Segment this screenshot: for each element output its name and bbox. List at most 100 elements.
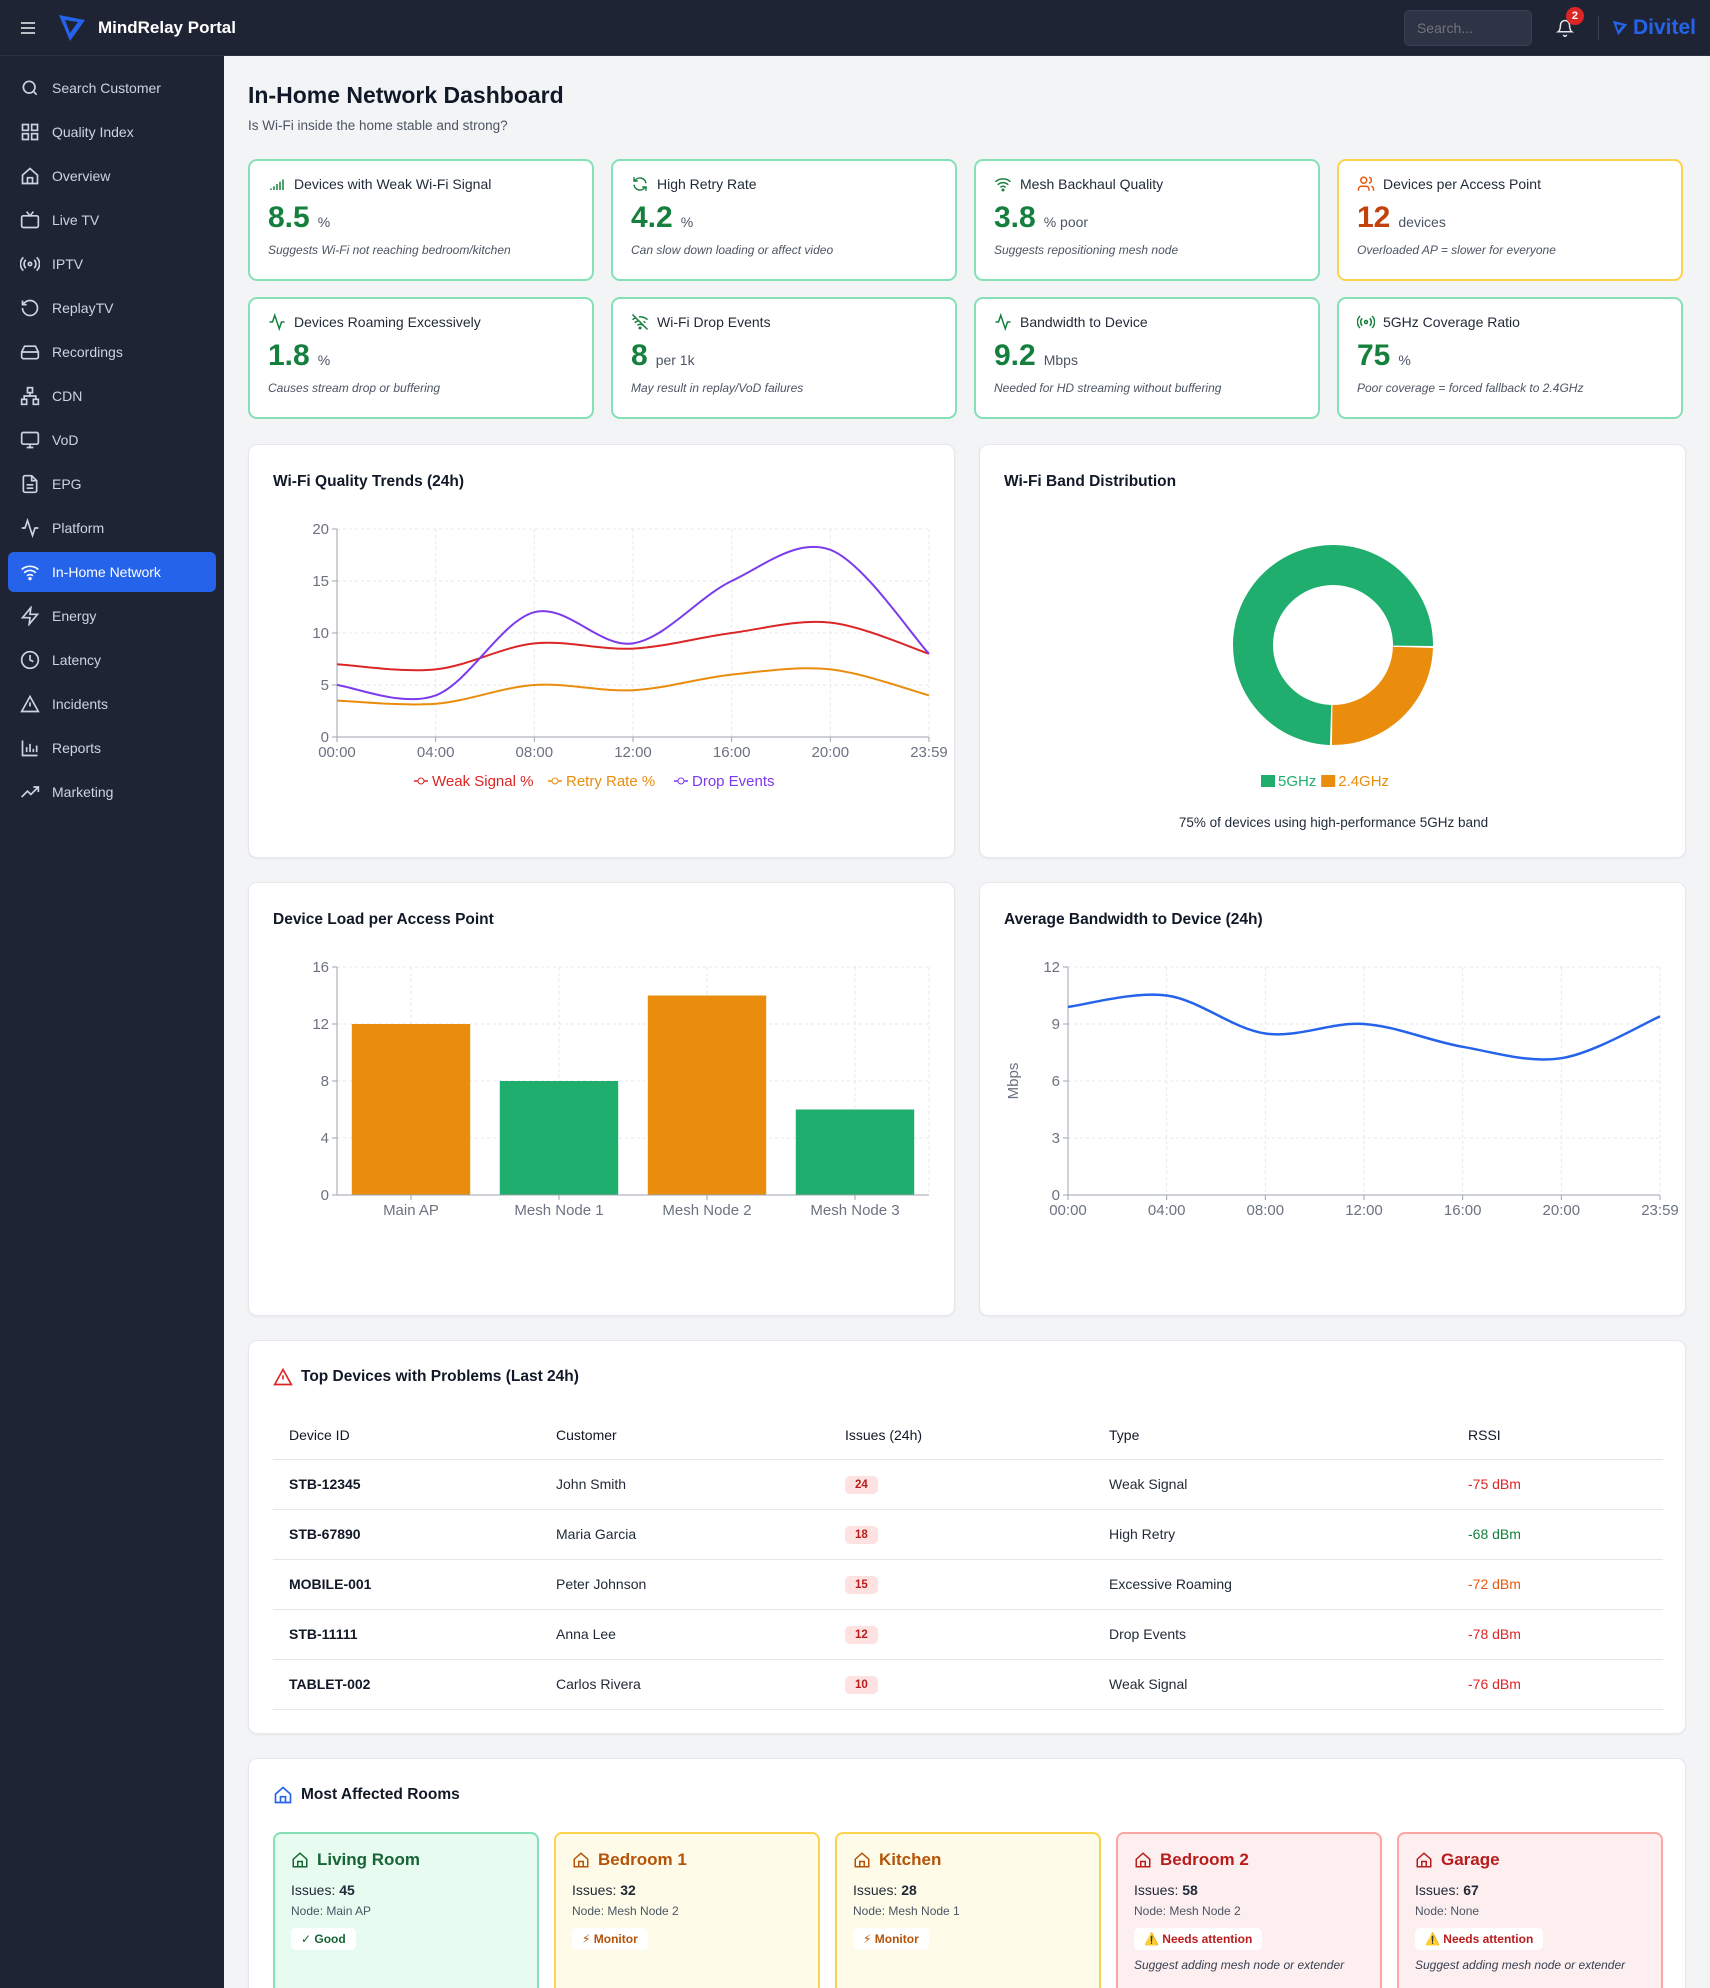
bell-icon — [1555, 19, 1574, 37]
kpi-card-roaming[interactable]: Devices Roaming Excessively 1.8% Causes … — [248, 297, 594, 419]
sidebar-item-iptv[interactable]: IPTV — [8, 244, 216, 284]
sidebar-item-epg[interactable]: EPG — [8, 464, 216, 504]
kpi-note: Suggests Wi-Fi not reaching bedroom/kitc… — [268, 243, 511, 257]
rooms-card: Most Affected Rooms Living Room Issues: … — [248, 1758, 1686, 1988]
kpi-unit: Mbps — [1043, 352, 1078, 368]
room-card-bedroom-2[interactable]: Bedroom 2 Issues: 58 Node: Mesh Node 2 ⚠… — [1116, 1832, 1382, 1988]
kpi-value: 1.8 — [268, 339, 310, 372]
chart-title: Average Bandwidth to Device (24h) — [1004, 911, 1263, 928]
sidebar-item-in-home-network[interactable]: In-Home Network — [8, 552, 216, 592]
table-row[interactable]: TABLET-002 Carlos Rivera 10 Weak Signal … — [273, 1659, 1663, 1710]
sidebar-item-latency[interactable]: Latency — [8, 640, 216, 680]
room-card-kitchen[interactable]: Kitchen Issues: 28 Node: Mesh Node 1 ⚡ M… — [835, 1832, 1101, 1988]
x-tick-label: 20:00 — [812, 744, 850, 761]
device-id: STB-11111 — [273, 1609, 540, 1660]
room-node: Node: Mesh Node 2 — [1134, 1904, 1241, 1918]
sidebar-item-incidents[interactable]: Incidents — [8, 684, 216, 724]
sidebar-item-platform[interactable]: Platform — [8, 508, 216, 548]
kpi-card-bandwidth[interactable]: Bandwidth to Device 9.2 Mbps Needed for H… — [974, 297, 1320, 419]
legend-swatch — [1261, 775, 1275, 787]
sidebar-item-quality-index[interactable]: Quality Index — [8, 112, 216, 152]
brand[interactable]: MindRelay Portal — [56, 12, 236, 44]
sidebar-item-reports[interactable]: Reports — [8, 728, 216, 768]
notification-button[interactable]: 2 — [1550, 7, 1584, 43]
legend-label: 2.4GHz — [1338, 773, 1389, 790]
partner-name: Divitel — [1632, 16, 1696, 39]
sidebar-item-energy[interactable]: Energy — [8, 596, 216, 636]
y-tick-label: 3 — [1052, 1130, 1060, 1147]
table-row[interactable]: STB-11111 Anna Lee 12 Drop Events -78 dB… — [273, 1609, 1663, 1660]
table-row[interactable]: MOBILE-001 Peter Johnson 15 Excessive Ro… — [273, 1559, 1663, 1610]
kpi-card-weak-signal[interactable]: Devices with Weak Wi-Fi Signal 8.5% Sugg… — [248, 159, 594, 281]
room-issues-label: Issues: — [1134, 1882, 1179, 1898]
page-title: In-Home Network Dashboard — [248, 82, 564, 108]
y-tick-label: 12 — [312, 1016, 329, 1033]
sidebar-item-vod[interactable]: VoD — [8, 420, 216, 460]
table-row[interactable]: STB-67890 Maria Garcia 18 High Retry -68… — [273, 1509, 1663, 1560]
sidebar-item-marketing[interactable]: Marketing — [8, 772, 216, 812]
legend-marker — [677, 777, 685, 785]
replay-icon — [21, 299, 39, 317]
sidebar-item-label: Search Customer — [52, 80, 161, 96]
room-node: Node: Mesh Node 1 — [853, 1904, 960, 1918]
kpi-card-5ghz-coverage[interactable]: 5GHz Coverage Ratio 75% Poor coverage = … — [1337, 297, 1683, 419]
x-tick-label: 08:00 — [1247, 1202, 1285, 1219]
room-issues-label: Issues: — [1415, 1882, 1460, 1898]
kpi-card-mesh-backhaul[interactable]: Mesh Backhaul Quality 3.8 % poor Suggests… — [974, 159, 1320, 281]
sidebar-item-search-customer[interactable]: Search Customer — [8, 68, 216, 108]
x-tick-label: 16:00 — [1444, 1202, 1482, 1219]
issue-type: Weak Signal — [1093, 1459, 1452, 1510]
network-icon — [20, 386, 40, 406]
sidebar-item-label: VoD — [52, 432, 79, 448]
room-card-bedroom-1[interactable]: Bedroom 1 Issues: 32 Node: Mesh Node 2 ⚡… — [554, 1832, 820, 1988]
kpi-value: 12 — [1357, 201, 1391, 234]
kpi-value: 9.2 — [994, 339, 1036, 372]
sidebar-item-cdn[interactable]: CDN — [8, 376, 216, 416]
app-title: MindRelay Portal — [98, 17, 236, 37]
issue-type: Drop Events — [1093, 1609, 1452, 1660]
column-header: Customer — [540, 1411, 829, 1460]
logo-icon — [59, 14, 85, 41]
load-chart-card: Device Load per Access Point 0 4 8 12 16 Main… — [248, 882, 955, 1316]
issue-type: Weak Signal — [1093, 1659, 1452, 1710]
room-card-garage[interactable]: Garage Issues: 67 Node: None ⚠️ Needs at… — [1397, 1832, 1663, 1988]
kpi-card-devices-per-ap[interactable]: Devices per Access Point 12 devices Overl… — [1337, 159, 1683, 281]
activity-icon — [269, 313, 285, 331]
sidebar-item-label: ReplayTV — [52, 300, 114, 316]
divitel-logo-icon — [1612, 20, 1628, 36]
trends-chart: 0 5 10 15 20 00:00 04:00 08:00 12:00 16:00 20:00 23… — [312, 521, 947, 790]
x-tick-label: 08:00 — [516, 744, 554, 761]
menu-icon[interactable] — [0, 0, 56, 56]
room-status-badge: ✓ Good — [291, 1928, 356, 1950]
sidebar-item-overview[interactable]: Overview — [8, 156, 216, 196]
kpi-card-drop-events[interactable]: Wi-Fi Drop Events 8 per 1k May result in … — [611, 297, 957, 419]
top-bar: MindRelay Portal 2 Divitel — [0, 0, 1710, 56]
x-tick-label: 12:00 — [614, 744, 652, 761]
sidebar-item-recordings[interactable]: Recordings — [8, 332, 216, 372]
sidebar-item-label: Reports — [52, 740, 102, 756]
kpi-unit: % — [317, 214, 331, 230]
customer-name: John Smith — [540, 1459, 829, 1510]
room-card-living-room[interactable]: Living Room Issues: 45 Node: Main AP ✓ G… — [273, 1832, 539, 1988]
table-header-row: Device ID Customer Issues (24h) Type RSS… — [273, 1411, 1663, 1460]
pie-slice — [1332, 646, 1433, 745]
table-row[interactable]: STB-12345 John Smith 24 Weak Signal -75 … — [273, 1459, 1663, 1510]
room-status-badge: ⚠️ Needs attention — [1134, 1928, 1263, 1950]
sidebar-item-replaytv[interactable]: ReplayTV — [8, 288, 216, 328]
document-icon — [22, 474, 38, 494]
problems-card: Top Devices with Problems (Last 24h) Dev… — [248, 1340, 1686, 1734]
room-name: Bedroom 1 — [598, 1850, 687, 1869]
kpi-note: Can slow down loading or affect video — [631, 243, 834, 257]
bandwidth-chart: 0 3 6 9 12 00:00 04:00 08:00 12:00 16:00 20:00 23:5… — [1005, 959, 1679, 1219]
kpi-card-retry-rate[interactable]: High Retry Rate 4.2% Can slow down loadi… — [611, 159, 957, 281]
sidebar-item-live-tv[interactable]: Live TV — [8, 200, 216, 240]
kpi-note: Causes stream drop or buffering — [268, 381, 441, 395]
bar — [647, 995, 767, 1195]
room-issues-label: Issues: — [572, 1882, 617, 1898]
search-input[interactable] — [1403, 10, 1532, 46]
series-line — [336, 667, 930, 706]
kpi-title: Devices with Weak Wi-Fi Signal — [294, 176, 492, 192]
room-issues-label: Issues: — [853, 1882, 898, 1898]
rssi-value: -78 dBm — [1452, 1609, 1663, 1660]
room-issues-count: 45 — [339, 1882, 355, 1898]
